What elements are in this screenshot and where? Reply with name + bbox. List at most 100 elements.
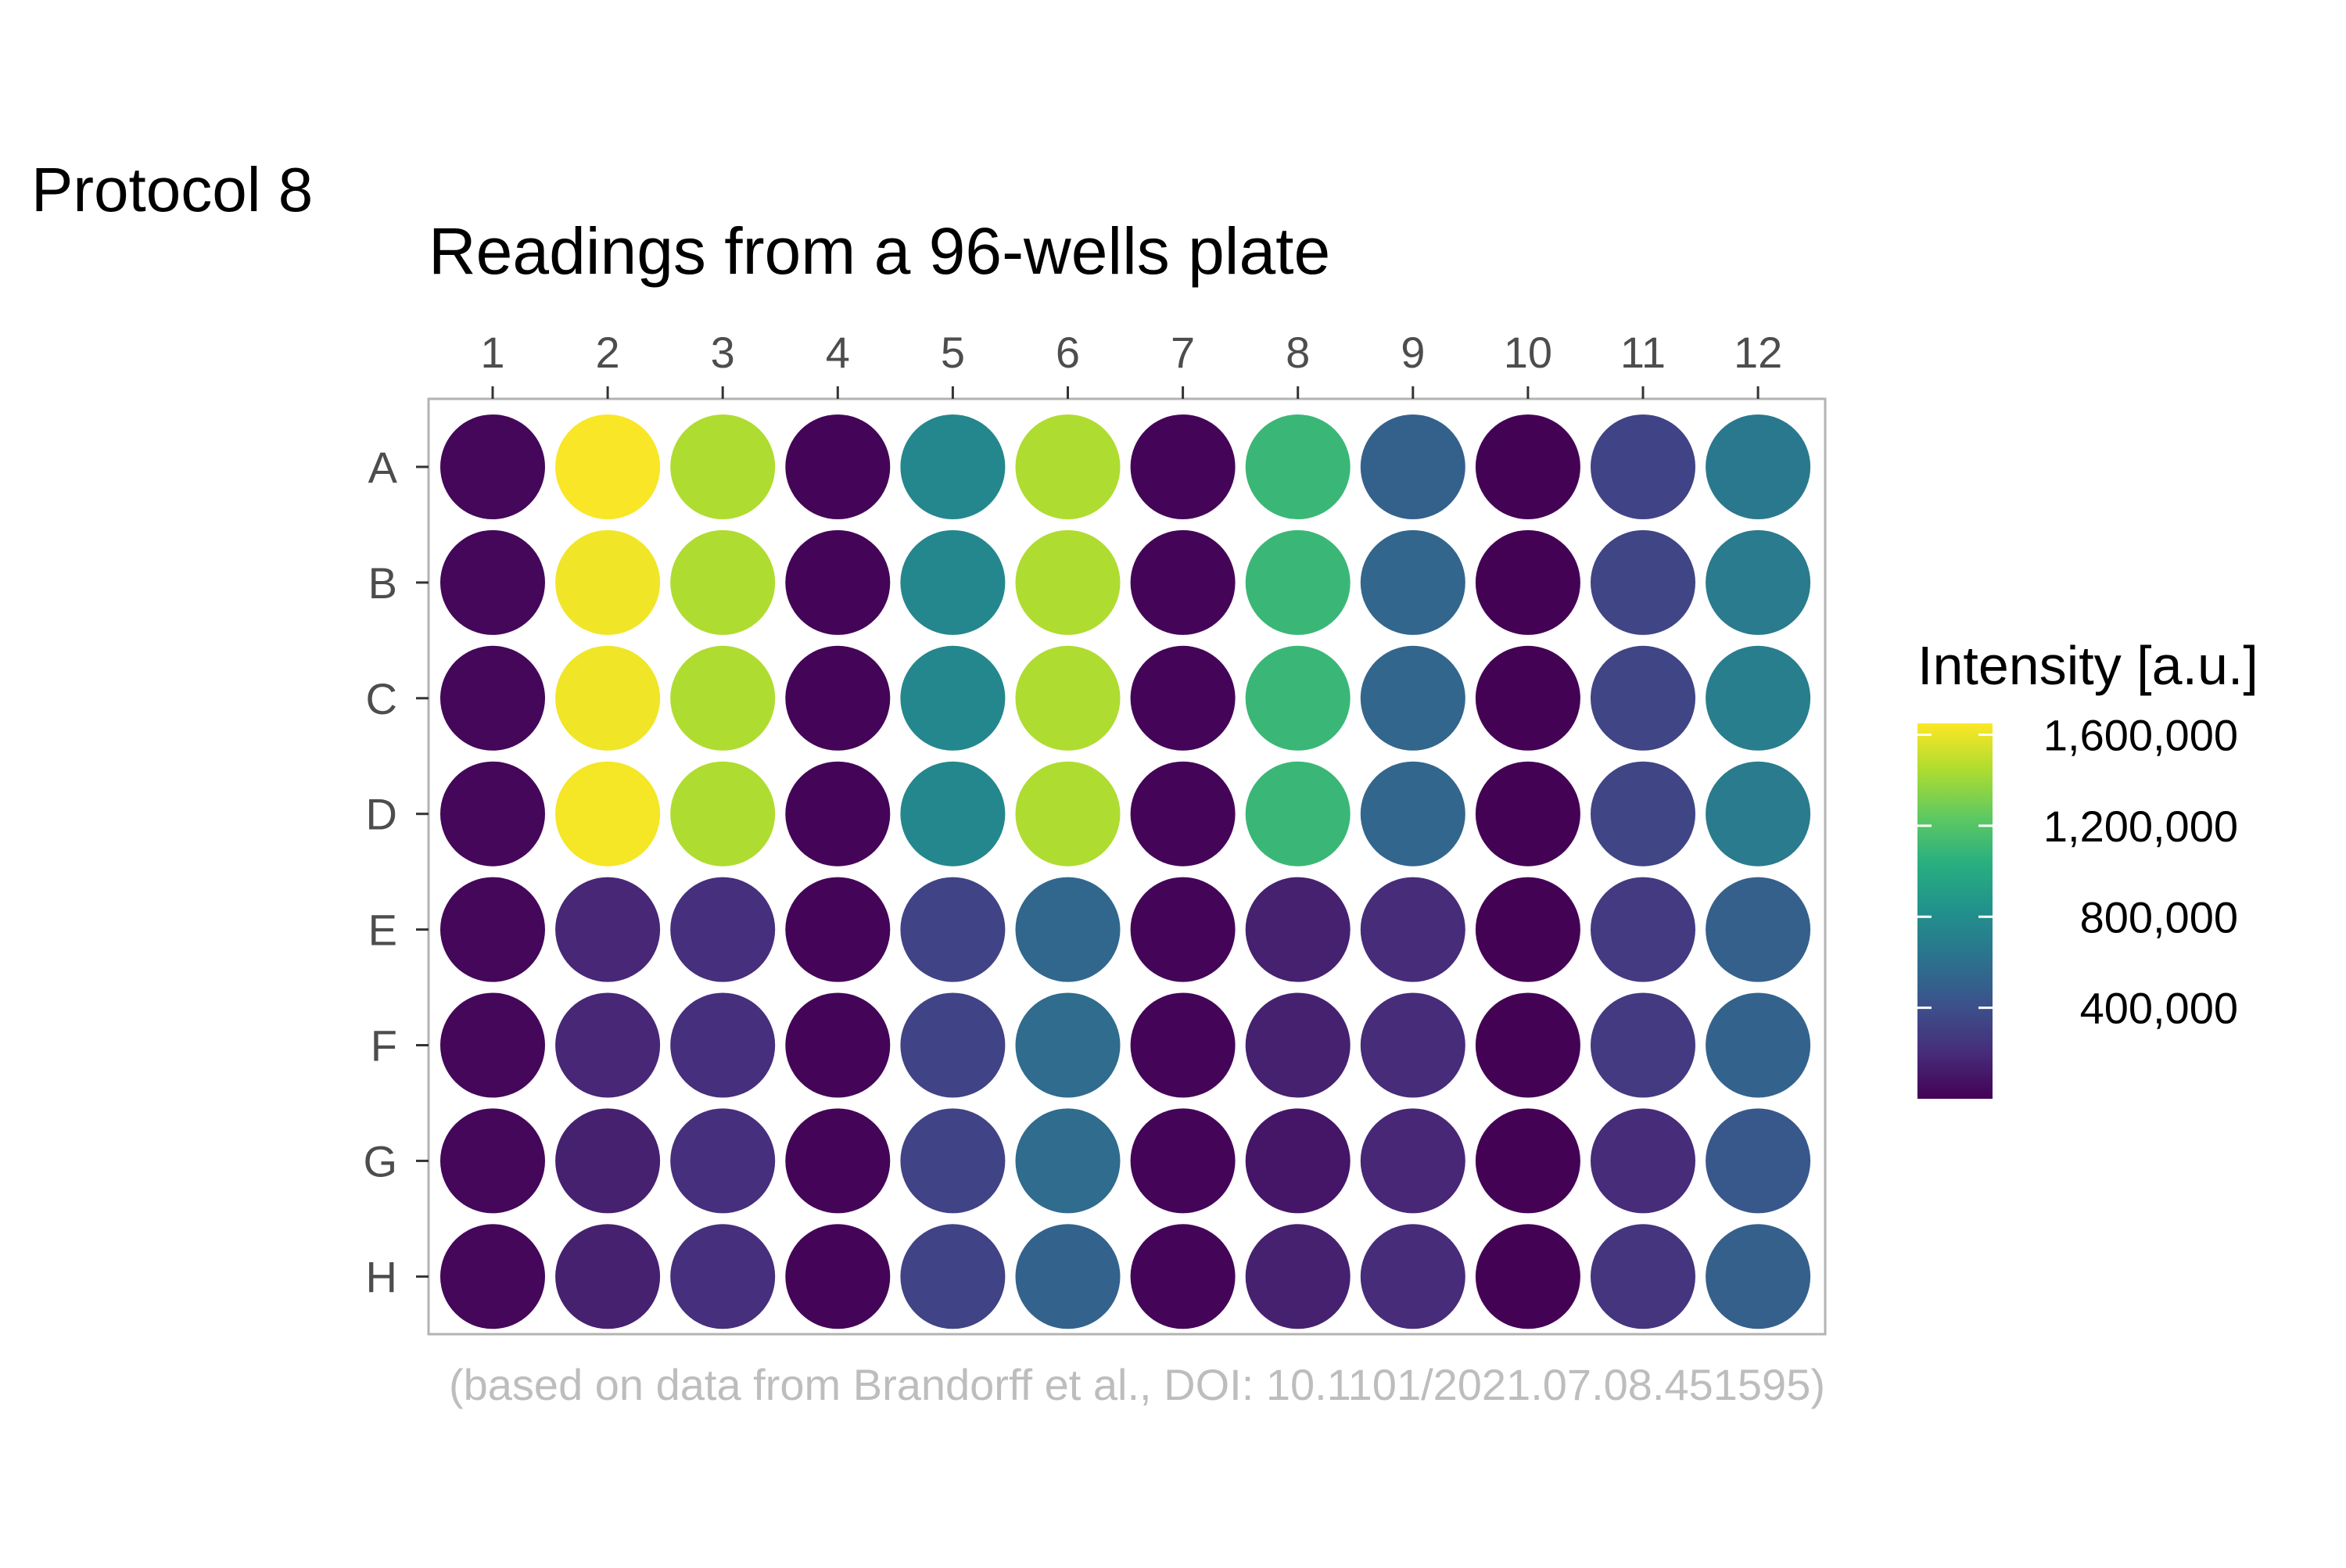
well-G9 [1360, 1108, 1465, 1214]
well-H12 [1706, 1224, 1811, 1329]
well-H8 [1245, 1224, 1351, 1329]
well-E6 [1015, 877, 1121, 982]
well-E12 [1706, 877, 1811, 982]
well-C12 [1706, 645, 1811, 751]
well-D8 [1245, 761, 1351, 867]
column-tick-label: 1 [480, 328, 504, 377]
legend-title: Intensity [a.u.] [1917, 635, 2258, 696]
row-tick-label: C [366, 674, 397, 723]
well-A9 [1360, 414, 1465, 519]
well-E3 [670, 877, 776, 982]
well-G5 [900, 1108, 1006, 1214]
well-E4 [785, 877, 891, 982]
well-G4 [785, 1108, 891, 1214]
well-F12 [1706, 992, 1811, 1098]
column-tick-label: 8 [1286, 328, 1310, 377]
well-B10 [1475, 529, 1580, 635]
well-B8 [1245, 529, 1351, 635]
column-tick-label: 7 [1171, 328, 1195, 377]
column-tick-label: 3 [711, 328, 735, 377]
well-C4 [785, 645, 891, 751]
well-E9 [1360, 877, 1465, 982]
legend-ticks: 400,000 800,000 1,200,000 1,600,000 [1917, 711, 2238, 1033]
well-D4 [785, 761, 891, 867]
well-A8 [1245, 414, 1351, 519]
well-D2 [555, 761, 661, 867]
well-C6 [1015, 645, 1121, 751]
well-A1 [440, 414, 545, 519]
colorbar-tick-label: 1,600,000 [2043, 711, 2238, 760]
colorbar-tick-label: 800,000 [2080, 892, 2238, 942]
well-C11 [1591, 645, 1695, 751]
wells-grid [440, 414, 1811, 1329]
well-G7 [1130, 1108, 1236, 1214]
chart-caption: (based on data from Brandorff et al., DO… [449, 1360, 1825, 1409]
well-G8 [1245, 1108, 1351, 1214]
well-B5 [900, 529, 1006, 635]
well-H4 [785, 1224, 891, 1329]
column-tick-label: 10 [1504, 328, 1552, 377]
well-G1 [440, 1108, 545, 1214]
well-E2 [555, 877, 661, 982]
well-H5 [900, 1224, 1006, 1329]
well-E7 [1130, 877, 1236, 982]
row-tick-label: H [366, 1252, 397, 1301]
well-B12 [1706, 529, 1811, 635]
column-tick-label: 6 [1056, 328, 1080, 377]
row-axis: A B C D E F G H [363, 443, 429, 1301]
well-F3 [670, 992, 776, 1098]
well-A2 [555, 414, 661, 519]
column-tick-label: 4 [826, 328, 850, 377]
well-B1 [440, 529, 545, 635]
row-tick-label: G [363, 1136, 397, 1186]
well-G3 [670, 1108, 776, 1214]
well-C9 [1360, 645, 1465, 751]
well-B4 [785, 529, 891, 635]
well-A10 [1475, 414, 1580, 519]
chart-title: Readings from a 96-wells plate [429, 214, 1330, 288]
well-C2 [555, 645, 661, 751]
well-D5 [900, 761, 1006, 867]
well-D10 [1475, 761, 1580, 867]
well-H10 [1475, 1224, 1580, 1329]
well-G2 [555, 1108, 661, 1214]
well-B6 [1015, 529, 1121, 635]
row-tick-label: F [371, 1021, 397, 1071]
well-C10 [1475, 645, 1580, 751]
well-G10 [1475, 1108, 1580, 1214]
well-G11 [1591, 1108, 1695, 1214]
column-tick-label: 12 [1734, 328, 1782, 377]
well-C7 [1130, 645, 1236, 751]
well-C1 [440, 645, 545, 751]
well-H7 [1130, 1224, 1236, 1329]
well-G12 [1706, 1108, 1811, 1214]
well-H6 [1015, 1224, 1121, 1329]
well-D12 [1706, 761, 1811, 867]
well-B11 [1591, 529, 1695, 635]
column-tick-label: 9 [1401, 328, 1425, 377]
well-H2 [555, 1224, 661, 1329]
well-D11 [1591, 761, 1695, 867]
row-tick-label: E [368, 906, 397, 955]
well-A11 [1591, 414, 1695, 519]
page-label: Protocol 8 [31, 155, 313, 224]
well-B2 [555, 529, 661, 635]
row-tick-label: A [368, 443, 398, 492]
well-F4 [785, 992, 891, 1098]
well-A4 [785, 414, 891, 519]
well-A6 [1015, 414, 1121, 519]
well-A5 [900, 414, 1006, 519]
well-B3 [670, 529, 776, 635]
column-tick-label: 2 [596, 328, 620, 377]
well-F2 [555, 992, 661, 1098]
well-E5 [900, 877, 1006, 982]
well-B7 [1130, 529, 1236, 635]
well-F9 [1360, 992, 1465, 1098]
colorbar-tick-label: 1,200,000 [2043, 802, 2238, 851]
well-H1 [440, 1224, 545, 1329]
well-F10 [1475, 992, 1580, 1098]
well-H11 [1591, 1224, 1695, 1329]
well-D7 [1130, 761, 1236, 867]
